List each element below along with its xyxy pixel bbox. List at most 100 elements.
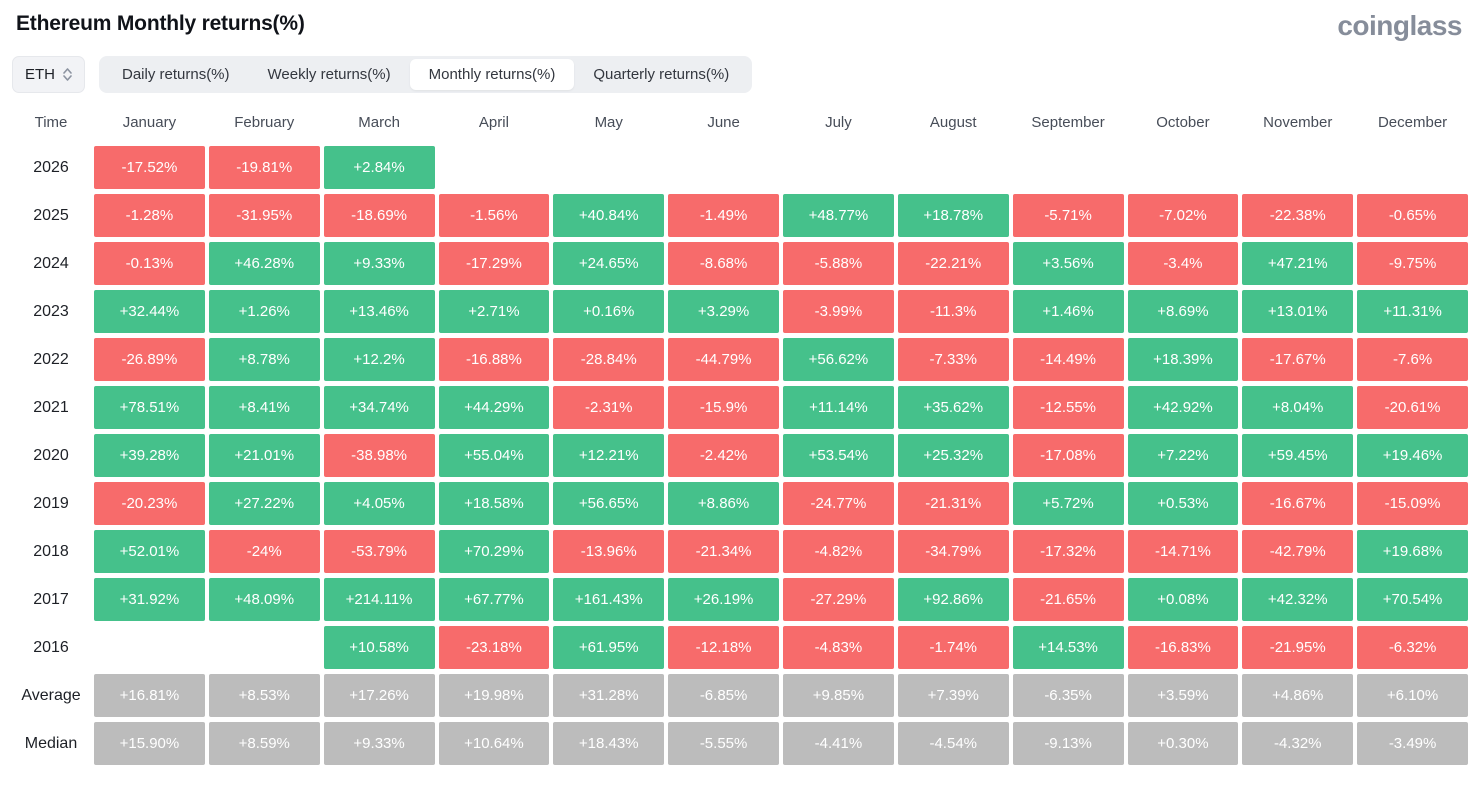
return-cell-2023-february: +1.26% bbox=[208, 290, 320, 333]
return-cell-median-june: -5.55% bbox=[668, 722, 779, 765]
return-cell-2022-july: +56.62% bbox=[783, 338, 894, 381]
return-cell-2025-august: +18.78% bbox=[897, 194, 1009, 237]
return-cell-average-march: +17.26% bbox=[323, 674, 435, 717]
return-cell-2021-august: +35.62% bbox=[897, 386, 1009, 429]
return-cell-2024-january: -0.13% bbox=[94, 242, 205, 285]
return-cell-2025-may: +40.84% bbox=[553, 194, 665, 237]
column-header-time: Time bbox=[34, 113, 68, 131]
return-cell-2018-april: +70.29% bbox=[438, 530, 550, 573]
return-cell-2022-april: -16.88% bbox=[438, 338, 550, 381]
return-cell-2018-july: -4.82% bbox=[783, 530, 894, 573]
return-cell-2018-june: -21.34% bbox=[668, 530, 779, 573]
return-cell-2018-september: -17.32% bbox=[1012, 530, 1124, 573]
return-cell-2022-november: -17.67% bbox=[1242, 338, 1354, 381]
top-bar: Ethereum Monthly returns(%) coinglass bbox=[12, 8, 1468, 40]
return-cell-median-august: -4.54% bbox=[897, 722, 1009, 765]
return-cell-2017-may: +161.43% bbox=[553, 578, 665, 621]
return-cell-2021-april: +44.29% bbox=[438, 386, 550, 429]
coinglass-logo: coinglass bbox=[1337, 10, 1462, 41]
return-cell-2017-june: +26.19% bbox=[668, 578, 779, 621]
return-cell-2016-july: -4.83% bbox=[783, 626, 894, 669]
return-cell-median-december: -3.49% bbox=[1357, 722, 1468, 765]
return-cell-2019-may: +56.65% bbox=[553, 482, 665, 525]
return-cell-2025-june: -1.49% bbox=[668, 194, 779, 237]
tab-weekly-returns[interactable]: Weekly returns(%) bbox=[267, 66, 391, 83]
return-cell-2023-august: -11.3% bbox=[897, 290, 1009, 333]
tab-daily-returns[interactable]: Daily returns(%) bbox=[122, 66, 230, 83]
return-cell-2024-september: +3.56% bbox=[1012, 242, 1124, 285]
return-cell-2026-january: -17.52% bbox=[94, 146, 205, 189]
return-cell-average-june: -6.85% bbox=[668, 674, 779, 717]
return-cell-2020-january: +39.28% bbox=[94, 434, 205, 477]
return-cell-2020-november: +59.45% bbox=[1242, 434, 1354, 477]
return-cell-2022-march: +12.2% bbox=[323, 338, 435, 381]
column-header-march: March bbox=[358, 113, 400, 131]
return-cell-2019-december: -15.09% bbox=[1357, 482, 1468, 525]
return-cell-2026-july bbox=[783, 146, 894, 189]
return-cell-2023-september: +1.46% bbox=[1012, 290, 1124, 333]
return-cell-2023-april: +2.71% bbox=[438, 290, 550, 333]
return-cell-median-october: +0.30% bbox=[1127, 722, 1239, 765]
updown-chevron-icon bbox=[63, 68, 72, 81]
return-cell-2017-january: +31.92% bbox=[94, 578, 205, 621]
return-cell-2017-october: +0.08% bbox=[1127, 578, 1239, 621]
return-cell-2016-november: -21.95% bbox=[1242, 626, 1354, 669]
row-label-2025: 2025 bbox=[33, 206, 69, 224]
return-cell-2019-january: -20.23% bbox=[94, 482, 205, 525]
return-cell-2020-august: +25.32% bbox=[897, 434, 1009, 477]
return-cell-2024-august: -22.21% bbox=[897, 242, 1009, 285]
return-cell-2021-november: +8.04% bbox=[1242, 386, 1354, 429]
return-cell-2025-september: -5.71% bbox=[1012, 194, 1124, 237]
row-label-2026: 2026 bbox=[33, 158, 69, 176]
return-cell-2016-june: -12.18% bbox=[668, 626, 779, 669]
return-cell-2025-october: -7.02% bbox=[1127, 194, 1239, 237]
return-cell-2022-september: -14.49% bbox=[1012, 338, 1124, 381]
return-cell-2026-august bbox=[898, 146, 1009, 189]
return-cell-2023-january: +32.44% bbox=[94, 290, 205, 333]
tab-monthly-returns[interactable]: Monthly returns(%) bbox=[409, 59, 575, 90]
return-cell-2018-february: -24% bbox=[208, 530, 320, 573]
return-cell-2025-january: -1.28% bbox=[94, 194, 205, 237]
return-cell-median-november: -4.32% bbox=[1242, 722, 1354, 765]
return-cell-2018-october: -14.71% bbox=[1127, 530, 1239, 573]
return-cell-2020-april: +55.04% bbox=[438, 434, 550, 477]
return-cell-2017-december: +70.54% bbox=[1357, 578, 1468, 621]
return-cell-median-july: -4.41% bbox=[783, 722, 894, 765]
returns-grid: Time January February March April May June July… bbox=[12, 103, 1468, 765]
return-cell-2021-october: +42.92% bbox=[1127, 386, 1239, 429]
return-cell-2021-may: -2.31% bbox=[553, 386, 665, 429]
return-cell-2018-may: -13.96% bbox=[553, 530, 665, 573]
tab-quarterly-returns[interactable]: Quarterly returns(%) bbox=[593, 66, 730, 83]
return-cell-median-september: -9.13% bbox=[1012, 722, 1124, 765]
return-cell-2023-july: -3.99% bbox=[783, 290, 894, 333]
return-cell-2023-october: +8.69% bbox=[1127, 290, 1239, 333]
return-cell-2026-october bbox=[1128, 146, 1239, 189]
return-cell-2025-november: -22.38% bbox=[1242, 194, 1354, 237]
return-cell-2017-july: -27.29% bbox=[783, 578, 894, 621]
column-header-september: September bbox=[1031, 113, 1105, 131]
controls-row: ETH Daily returns(%) Weekly returns(%) M… bbox=[12, 56, 1468, 93]
return-cell-2021-june: -15.9% bbox=[668, 386, 779, 429]
return-cell-average-september: -6.35% bbox=[1012, 674, 1124, 717]
return-cell-2025-april: -1.56% bbox=[438, 194, 550, 237]
return-cell-2026-march: +2.84% bbox=[323, 146, 435, 189]
return-cell-2016-september: +14.53% bbox=[1012, 626, 1124, 669]
symbol-select[interactable]: ETH bbox=[12, 56, 85, 93]
return-cell-2016-february bbox=[209, 626, 320, 669]
return-cell-2019-march: +4.05% bbox=[323, 482, 435, 525]
column-header-july: July bbox=[825, 113, 852, 131]
row-label-average: Average bbox=[21, 686, 81, 704]
return-cell-2024-november: +47.21% bbox=[1242, 242, 1354, 285]
return-cell-2016-march: +10.58% bbox=[323, 626, 435, 669]
page-title: Ethereum Monthly returns(%) bbox=[16, 12, 305, 35]
column-header-august: August bbox=[929, 113, 977, 131]
return-cell-2018-january: +52.01% bbox=[94, 530, 205, 573]
return-cell-average-august: +7.39% bbox=[897, 674, 1009, 717]
return-cell-2019-april: +18.58% bbox=[438, 482, 550, 525]
column-header-december: December bbox=[1377, 113, 1448, 131]
return-cell-2023-december: +11.31% bbox=[1357, 290, 1468, 333]
return-cell-2026-may bbox=[553, 146, 664, 189]
return-cell-2020-february: +21.01% bbox=[208, 434, 320, 477]
return-cell-2018-december: +19.68% bbox=[1357, 530, 1468, 573]
